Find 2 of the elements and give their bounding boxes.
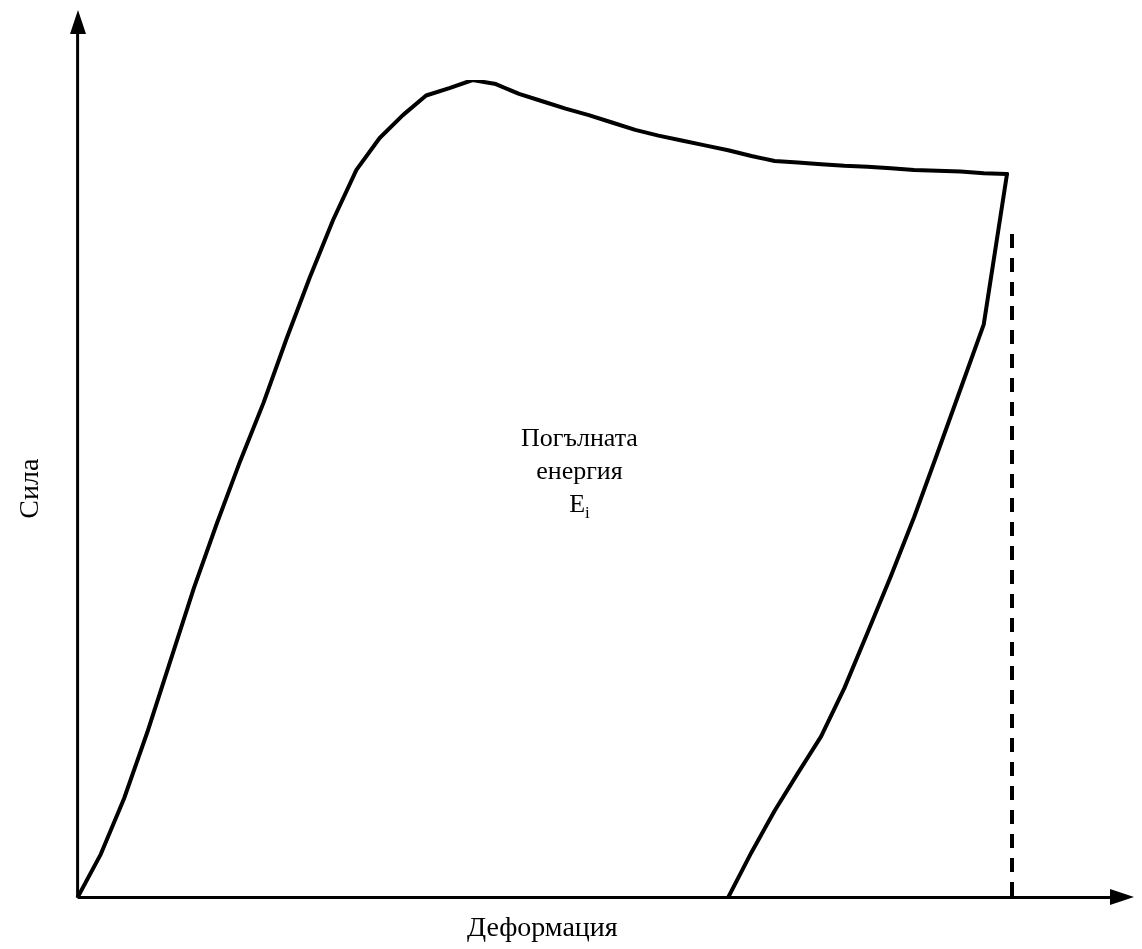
y-axis-title: Сила <box>13 458 45 519</box>
x-axis-title: Деформация <box>466 910 618 942</box>
